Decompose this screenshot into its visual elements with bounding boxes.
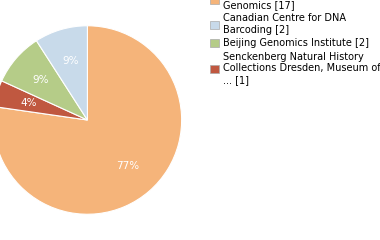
Wedge shape xyxy=(36,26,87,120)
Text: 9%: 9% xyxy=(33,75,49,85)
Wedge shape xyxy=(0,26,182,214)
Text: 4%: 4% xyxy=(21,98,37,108)
Wedge shape xyxy=(2,41,87,120)
Text: 77%: 77% xyxy=(116,161,139,171)
Wedge shape xyxy=(0,81,87,120)
Text: 9%: 9% xyxy=(62,56,78,66)
Legend: Centre for Biodiversity
Genomics [17], Canadian Centre for DNA
Barcoding [2], Be: Centre for Biodiversity Genomics [17], C… xyxy=(210,0,380,85)
